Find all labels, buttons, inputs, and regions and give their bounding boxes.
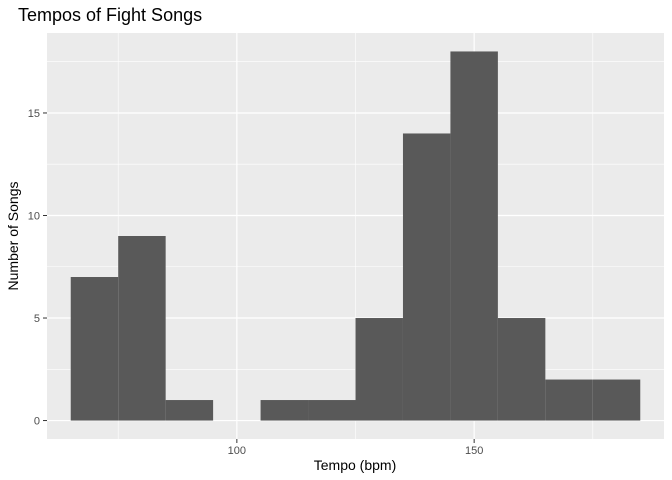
histogram-bar — [118, 236, 166, 421]
histogram-bar — [355, 318, 403, 421]
histogram-bar — [592, 379, 641, 421]
histogram-bars — [70, 51, 641, 421]
histogram-bar — [308, 400, 356, 421]
x-tick-label: 150 — [465, 445, 483, 457]
histogram-bar — [260, 400, 309, 421]
x-tick-label: 100 — [228, 445, 246, 457]
y-tick-label: 15 — [28, 108, 40, 120]
histogram-bar — [402, 133, 451, 421]
y-tick-label: 0 — [34, 416, 40, 428]
y-tick-label: 5 — [34, 313, 40, 325]
y-axis-title: Number of Songs — [5, 182, 21, 291]
axis-ticks: 100 150 0 5 10 15 — [28, 108, 484, 457]
chart-title: Tempos of Fight Songs — [18, 5, 202, 25]
x-axis-title: Tempo (bpm) — [314, 457, 396, 473]
histogram-bar — [497, 318, 546, 421]
histogram-bar — [165, 400, 214, 421]
histogram-bar — [545, 379, 593, 421]
histogram-bar — [450, 51, 498, 421]
histogram-bar — [70, 277, 119, 421]
y-tick-label: 10 — [28, 210, 40, 222]
